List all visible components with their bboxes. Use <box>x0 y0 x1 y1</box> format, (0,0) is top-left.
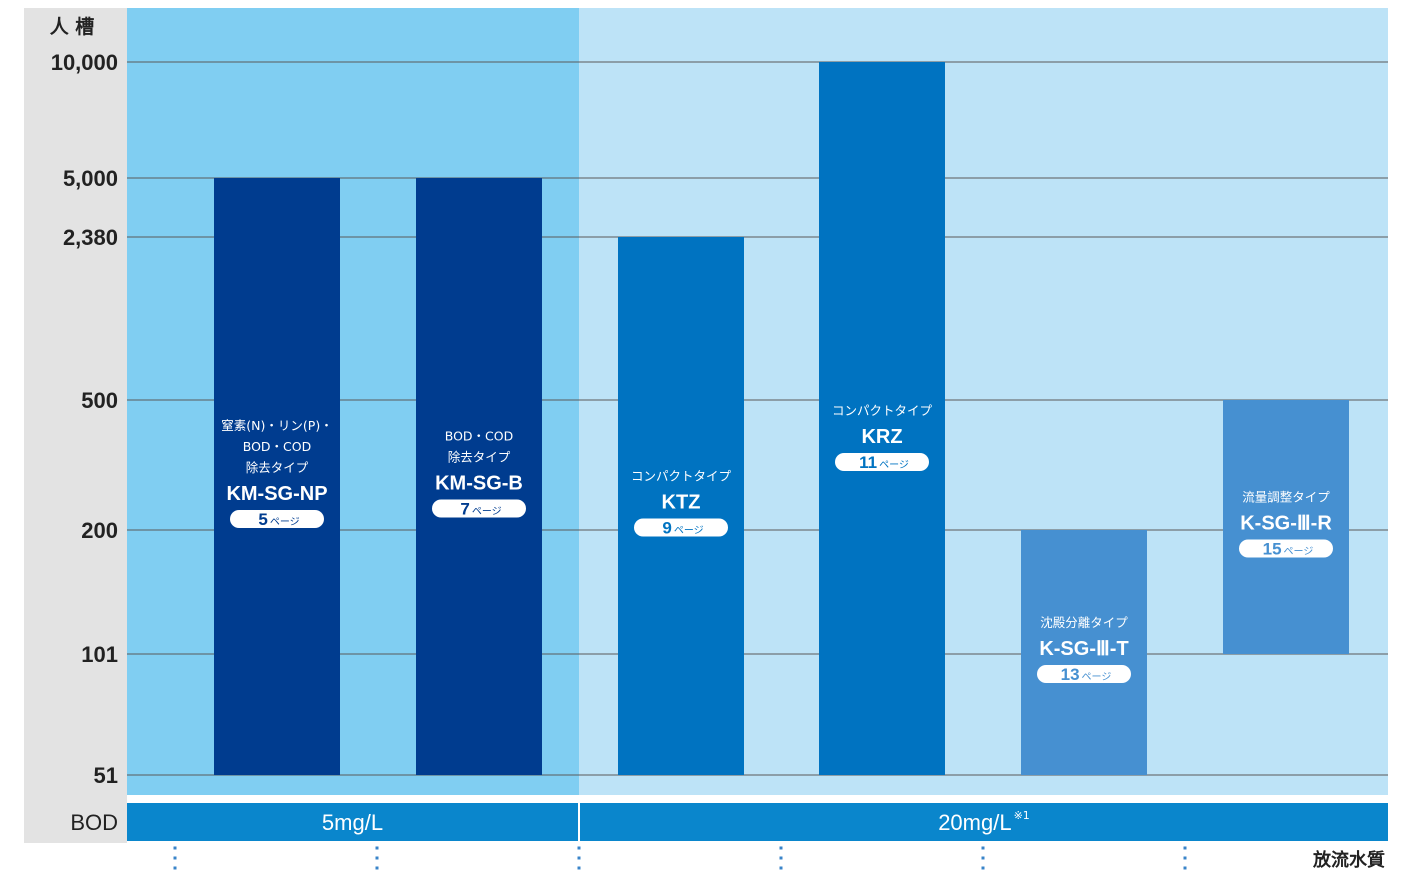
dot-marker <box>779 846 783 850</box>
bar-model-label: K-SG-Ⅲ-T <box>1039 638 1128 660</box>
y-tick-label: 200 <box>81 518 118 543</box>
bar-type-label: BOD・COD <box>243 439 312 454</box>
dot-marker <box>577 846 581 850</box>
page-ref: 13 ページ <box>1061 665 1112 684</box>
bar-type-label: 除去タイプ <box>246 460 309 475</box>
dot-marker <box>577 856 581 860</box>
bar-model-label: KRZ <box>861 426 902 448</box>
page-ref: 9 ページ <box>662 519 703 538</box>
bar-k-sg-ⅲ-t <box>1021 530 1147 775</box>
bar-km-sg-np <box>214 178 340 775</box>
dot-marker <box>1183 856 1187 860</box>
bar-ktz <box>618 237 744 775</box>
bar-model-label: KM-SG-NP <box>226 483 327 505</box>
dot-marker <box>779 856 783 860</box>
bar-type-label: 窒素(N)・リン(P)・ <box>221 418 332 433</box>
bod-segment <box>127 803 578 841</box>
bar-type-label: 沈殿分離タイプ <box>1040 615 1128 630</box>
bod-value: 5mg/L <box>322 810 383 835</box>
y-axis-panel <box>24 8 127 843</box>
dot-marker <box>375 846 379 850</box>
page-pill <box>1239 539 1333 558</box>
bar-model-label: KTZ <box>662 492 701 514</box>
page-pill <box>1037 665 1131 683</box>
bar-km-sg-b <box>416 178 542 775</box>
bar-type-label: 除去タイプ <box>448 450 511 465</box>
page-ref: 11 ページ <box>859 453 909 472</box>
page-pill <box>432 499 526 518</box>
bar-type-label: BOD・COD <box>445 429 514 444</box>
dot-marker <box>375 856 379 860</box>
page-pill <box>230 510 324 528</box>
dot-marker <box>375 866 379 870</box>
page-ref: 7 ページ <box>460 500 501 519</box>
bar-model-label: KM-SG-B <box>435 473 523 495</box>
y-tick-label: 10,000 <box>51 50 118 75</box>
bar-type-label: コンパクトタイプ <box>832 403 933 418</box>
y-tick-label: 51 <box>94 763 118 788</box>
dot-marker <box>981 856 985 860</box>
y-tick-label: 101 <box>81 642 118 667</box>
dot-marker <box>173 846 177 850</box>
page-pill <box>835 453 929 471</box>
x-axis-title: 放流水質 <box>1312 849 1385 871</box>
page-pill <box>634 518 728 537</box>
dot-marker <box>577 866 581 870</box>
dot-marker <box>981 846 985 850</box>
dot-marker <box>981 866 985 870</box>
dot-marker <box>779 866 783 870</box>
y-tick-label: 5,000 <box>63 166 118 191</box>
bod-segment <box>580 803 1388 841</box>
bar-k-sg-ⅲ-r <box>1223 400 1349 654</box>
bar-type-label: コンパクトタイプ <box>631 469 732 484</box>
dot-marker <box>173 856 177 860</box>
dot-marker <box>173 866 177 870</box>
y-tick-label: 500 <box>81 388 118 413</box>
y-axis-unit: 人 槽 <box>50 15 95 38</box>
page-ref: 15 ページ <box>1263 540 1314 559</box>
page-ref: 5 ページ <box>258 510 299 529</box>
dot-marker <box>1183 846 1187 850</box>
y-tick-label: 2,380 <box>63 225 118 250</box>
dot-marker <box>1183 866 1187 870</box>
bar-type-label: 流量調整タイプ <box>1242 490 1330 505</box>
bar-model-label: K-SG-Ⅲ-R <box>1240 513 1332 535</box>
bod-row-label: BOD <box>70 810 118 835</box>
bar-krz <box>819 62 945 775</box>
